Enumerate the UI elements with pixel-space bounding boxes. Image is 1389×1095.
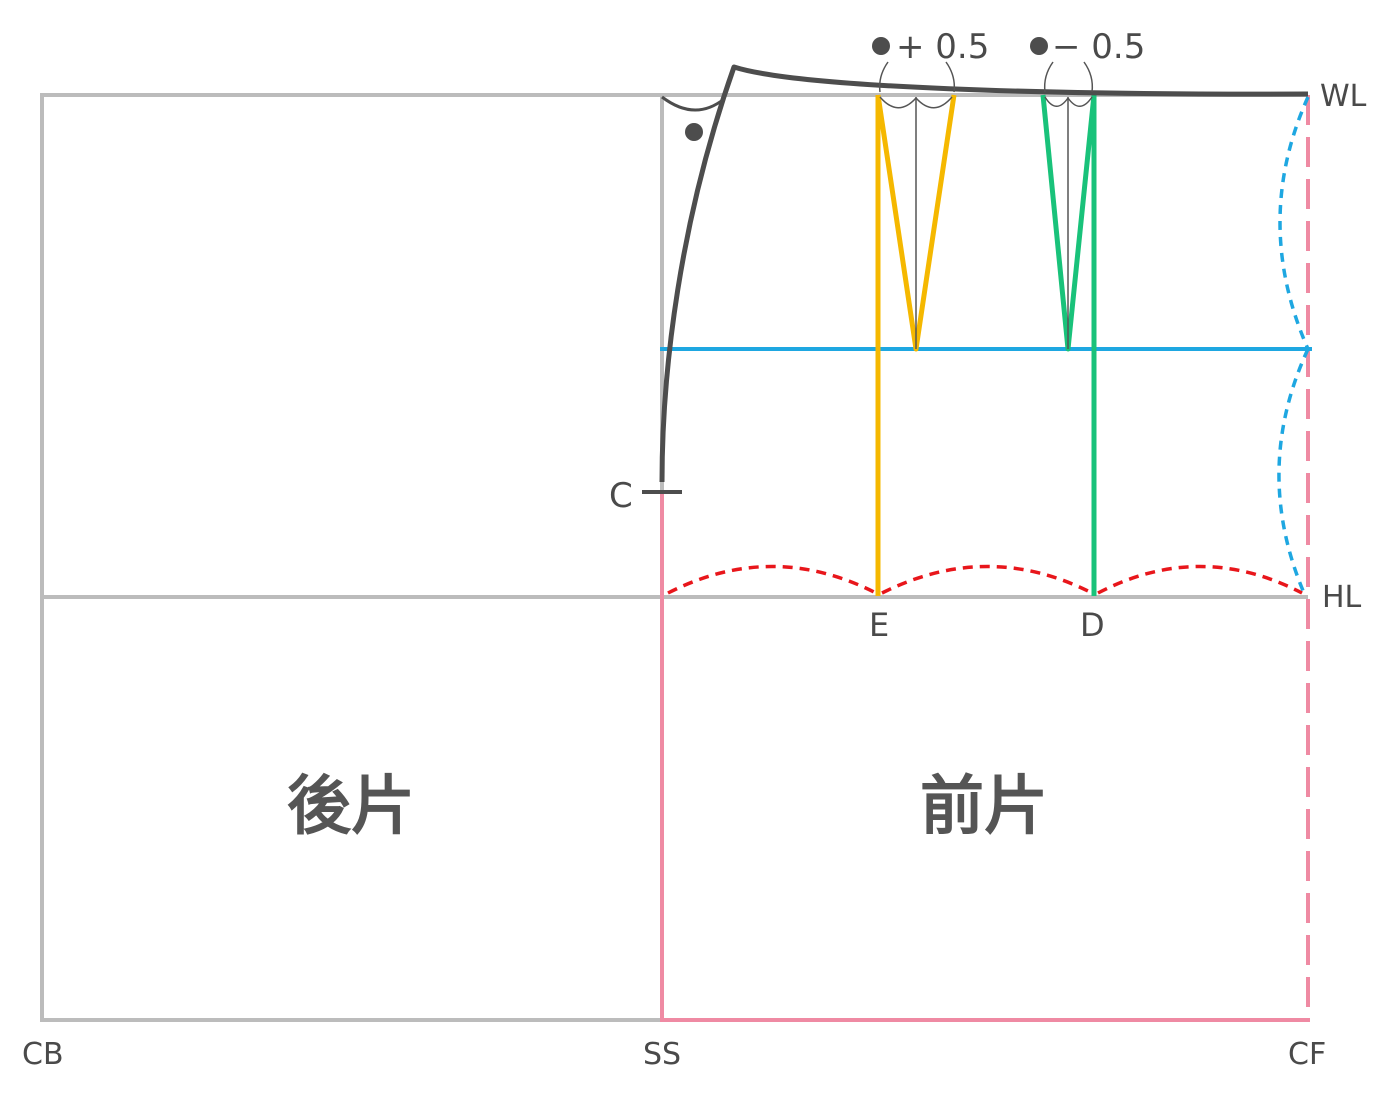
label-hl: HL	[1322, 580, 1362, 615]
label-d: D	[1080, 606, 1105, 644]
dart1-note-brace	[878, 61, 956, 93]
dart2-note: − 0.5	[1052, 27, 1145, 67]
side-waist-arc	[661, 95, 725, 112]
front-waist-side-outline	[659, 64, 1309, 483]
cf-curve-lower	[1277, 348, 1310, 594]
hip-arc-3	[1097, 564, 1303, 595]
dart-e-bracket	[879, 96, 953, 109]
dart1-note-dot	[872, 37, 890, 55]
back-piece-label: 後片	[287, 770, 415, 844]
label-wl: WL	[1320, 79, 1367, 114]
label-e: E	[869, 606, 889, 644]
front-piece-outline	[660, 95, 1310, 1022]
hip-arcs	[667, 564, 1303, 595]
hip-arc-2	[881, 564, 1093, 595]
cf-curve-guides	[1277, 96, 1310, 594]
dart2-note-dot	[1030, 37, 1048, 55]
label-c: C	[609, 476, 633, 516]
label-ss: SS	[643, 1037, 681, 1072]
dart-brackets	[879, 96, 1093, 109]
back-frame	[40, 93, 1308, 1022]
dart1-note: + 0.5	[896, 27, 989, 67]
side-waist-dot	[685, 123, 703, 141]
front-piece-label: 前片	[920, 770, 1048, 844]
cf-curve-upper	[1278, 96, 1310, 350]
dart2-note-brace	[1043, 61, 1094, 93]
label-cf: CF	[1288, 1037, 1326, 1072]
label-cb: CB	[22, 1037, 64, 1072]
hip-arc-1	[667, 564, 877, 595]
dart-d-bracket	[1044, 96, 1093, 107]
